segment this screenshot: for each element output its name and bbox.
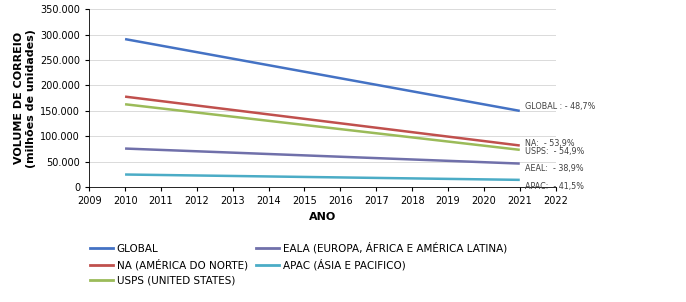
Text: NA:  - 53,9%: NA: - 53,9% [525, 139, 575, 148]
Text: USPS:  - 54,9%: USPS: - 54,9% [525, 147, 584, 156]
Text: APAC:  - 41,5%: APAC: - 41,5% [525, 182, 584, 191]
X-axis label: ANO: ANO [309, 212, 336, 222]
Y-axis label: VOLUME DE CORREIO
(milhões de unidades): VOLUME DE CORREIO (milhões de unidades) [14, 29, 36, 168]
Legend: GLOBAL, NA (AMÉRICA DO NORTE), USPS (UNITED STATES), EALA (EUROPA, ÁFRICA E AMÉR: GLOBAL, NA (AMÉRICA DO NORTE), USPS (UNI… [90, 242, 508, 286]
Text: GLOBAL : - 48,7%: GLOBAL : - 48,7% [525, 102, 595, 111]
Text: AEAL:  - 38,9%: AEAL: - 38,9% [525, 164, 584, 173]
